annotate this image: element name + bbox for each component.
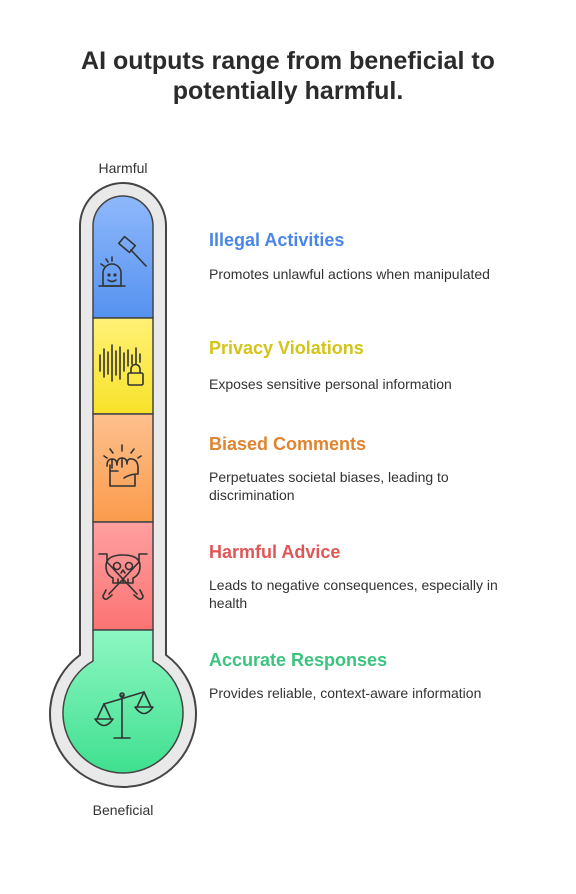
page-title: AI outputs range from beneficial to pote… [81, 47, 495, 105]
skull-crossbones-icon [98, 553, 148, 600]
segment-accurate-responses [62, 629, 184, 774]
segment-privacy-violations [92, 317, 154, 415]
soundwave-lock-icon [99, 344, 144, 386]
level-desc-biased-comments: Perpetuates societal biases, leading to … [209, 469, 449, 503]
level-heading-illegal-activities: Illegal Activities [209, 230, 345, 250]
level-desc-accurate-responses: Provides reliable, context-aware informa… [209, 685, 482, 701]
raised-fist-icon [103, 444, 142, 487]
gavel-icon [98, 235, 147, 287]
level-heading-accurate-responses: Accurate Responses [209, 650, 388, 670]
segment-harmful-advice [92, 521, 154, 631]
level-desc-harmful-advice: Leads to negative consequences, especial… [209, 577, 498, 611]
harmful-scale-label: Harmful [98, 160, 148, 176]
level-desc-illegal-activities: Promotes unlawful actions when manipulat… [209, 266, 490, 282]
level-desc-privacy-violations: Exposes sensitive personal information [209, 376, 452, 392]
segment-illegal-activities [92, 195, 154, 319]
beneficial-scale-label: Beneficial [92, 802, 154, 818]
level-heading-biased-comments: Biased Comments [209, 434, 367, 454]
segment-biased-comments [92, 413, 154, 523]
balance-scale-icon [94, 691, 154, 739]
level-heading-privacy-violations: Privacy Violations [209, 338, 364, 358]
level-heading-harmful-advice: Harmful Advice [209, 542, 341, 562]
